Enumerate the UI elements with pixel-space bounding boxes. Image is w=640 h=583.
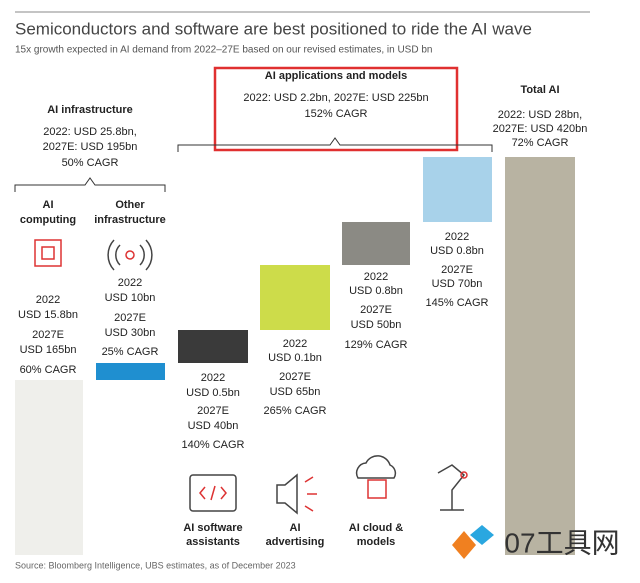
bar	[505, 157, 575, 555]
source: Source: Bloomberg Intelligence, UBS esti…	[15, 560, 296, 570]
segment-label: assistants	[186, 536, 240, 548]
segment-text: USD 10bn	[105, 292, 156, 304]
segment-text: 60% CAGR	[20, 364, 77, 376]
segment-text: USD 0.8bn	[430, 245, 484, 257]
segment-label: AI cloud &	[349, 522, 403, 534]
group-text: 152% CAGR	[305, 108, 368, 120]
segment-text: 2022	[201, 372, 225, 384]
segment-label: models	[357, 536, 396, 548]
signal-waves	[107, 239, 153, 271]
cloud-chip	[367, 479, 387, 499]
bar	[96, 363, 165, 380]
group-text: 2027E: USD 195bn	[43, 141, 138, 153]
robot-joint	[460, 471, 468, 479]
segment-text: USD 65bn	[270, 386, 321, 398]
watermark-logo	[470, 525, 494, 545]
segment-text: 2022	[364, 271, 388, 283]
robot-arm-icon	[437, 464, 466, 511]
code-glyph	[199, 485, 227, 501]
bracket	[177, 137, 493, 152]
group-text: 2022: USD 25.8bn,	[43, 126, 137, 138]
segment-text: USD 165bn	[20, 344, 77, 356]
segment-text: USD 0.5bn	[186, 387, 240, 399]
segment-text: 2027E	[441, 264, 473, 276]
segment-text: 2027E	[32, 329, 64, 341]
cloud-icon	[355, 455, 397, 479]
subtitle: 15x growth expected in AI demand from 20…	[15, 45, 432, 56]
icons	[34, 239, 468, 515]
segment-text: 2027E	[360, 304, 392, 316]
bar	[15, 380, 83, 555]
signal-icon	[125, 250, 135, 260]
segment-text: 2027E	[279, 371, 311, 383]
segment-text: 265% CAGR	[264, 405, 327, 417]
chip-core	[41, 246, 55, 260]
segment-text: USD 50bn	[351, 319, 402, 331]
segment-text: USD 40bn	[188, 420, 239, 432]
segment-label: AI	[43, 199, 54, 211]
group-heading: Total AI	[520, 84, 559, 96]
megaphone-lines	[304, 476, 317, 512]
segment-text: 2022	[283, 338, 307, 350]
group-text: 2022: USD 28bn,	[498, 109, 582, 121]
segment-text: USD 15.8bn	[18, 309, 78, 321]
megaphone-icon	[276, 473, 298, 515]
group-text: 50% CAGR	[62, 157, 119, 169]
segment-text: 25% CAGR	[102, 346, 159, 358]
group-heading: AI applications and models	[265, 70, 407, 82]
segment-text: USD 30bn	[105, 327, 156, 339]
code-icon	[189, 474, 237, 512]
segment-label: infrastructure	[94, 214, 166, 226]
bar	[260, 265, 330, 330]
segment-text: 2027E	[197, 405, 229, 417]
bracket	[14, 177, 166, 192]
watermark-logo	[452, 531, 476, 559]
group-text: 2027E: USD 420bn	[493, 123, 588, 135]
segment-text: 2022	[445, 231, 469, 243]
group-text: 2022: USD 2.2bn, 2027E: USD 225bn	[243, 92, 428, 104]
segment-text: 145% CAGR	[426, 297, 489, 309]
segment-text: USD 0.8bn	[349, 285, 403, 297]
segment-text: USD 0.1bn	[268, 352, 322, 364]
chip-icon	[34, 239, 62, 267]
segment-text: 2022	[118, 277, 142, 289]
segment-label: Other	[115, 199, 145, 211]
segment-label: advertising	[266, 536, 325, 548]
segment-text: USD 70bn	[432, 278, 483, 290]
segment-text: 140% CAGR	[182, 439, 245, 451]
watermark: 07工具网	[504, 527, 619, 558]
segment-text: 2022	[36, 294, 60, 306]
group-heading: AI infrastructure	[47, 104, 133, 116]
segment-label: computing	[20, 214, 76, 226]
bar	[423, 157, 492, 222]
segment-text: 2027E	[114, 312, 146, 324]
bar	[178, 330, 248, 363]
segment-label: AI software	[183, 522, 242, 534]
title: Semiconductors and software are best pos…	[15, 19, 532, 38]
highlight-box	[213, 66, 459, 152]
group-text: 72% CAGR	[512, 137, 569, 149]
segment-label: AI	[290, 522, 301, 534]
segment-text: 129% CAGR	[345, 339, 408, 351]
bar	[342, 222, 410, 265]
